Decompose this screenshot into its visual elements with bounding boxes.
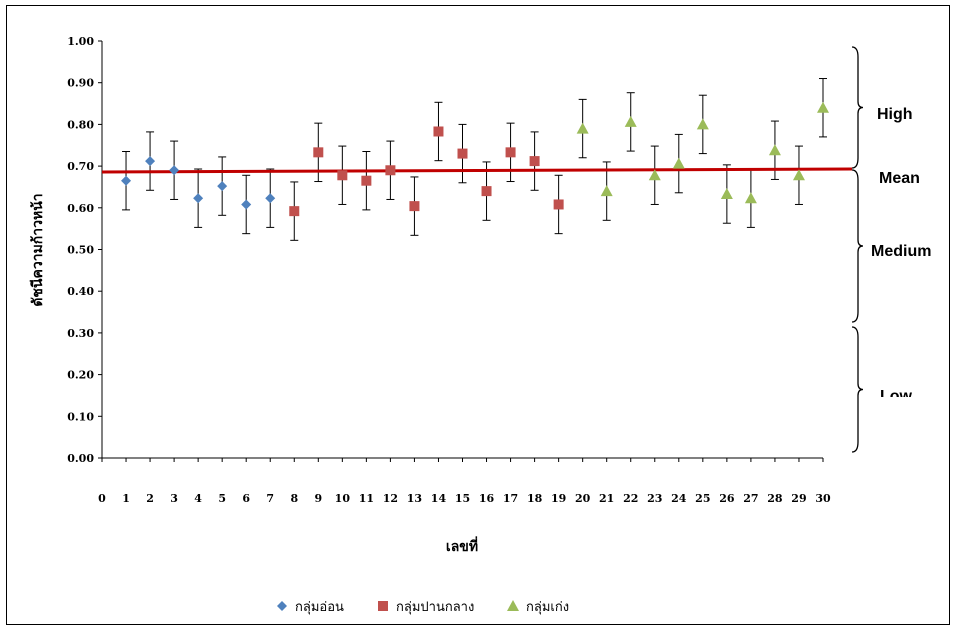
x-tick-label: 15	[455, 492, 470, 505]
band-label-medium: Medium	[871, 243, 931, 260]
axes-group	[98, 40, 824, 462]
x-tick-label: 30	[815, 492, 831, 505]
low-label-clip	[870, 397, 930, 411]
legend-label: กลุ่มปานกลาง	[396, 600, 474, 615]
x-tick-label: 19	[551, 492, 566, 505]
data-point	[337, 170, 348, 181]
data-point	[576, 122, 589, 134]
y-tick-label: 1.00	[67, 35, 94, 48]
data-point	[193, 193, 204, 204]
mean-line	[101, 167, 853, 174]
data-point	[241, 199, 252, 210]
brace-high	[851, 46, 864, 169]
x-tick-label: 23	[647, 492, 662, 505]
mean-line-group	[101, 167, 853, 174]
x-tick-label: 8	[290, 492, 298, 505]
data-point	[792, 169, 805, 181]
brace-medium	[851, 169, 864, 323]
x-tick-label: 10	[335, 492, 351, 505]
x-tick-label: 7	[266, 492, 274, 505]
data-point	[720, 188, 733, 200]
x-tick-label: 29	[791, 492, 806, 505]
brace-low	[851, 326, 864, 453]
y-tick-label: 0.20	[67, 369, 94, 382]
y-tick-label: 0.00	[67, 452, 94, 465]
legend-marker	[507, 600, 519, 611]
data-point	[433, 126, 444, 137]
data-point	[385, 165, 396, 176]
legend: กลุ่มอ่อน กลุ่มปานกลาง กลุ่มเก่ง	[277, 600, 569, 615]
x-axis-label: เลขที่	[446, 536, 478, 555]
data-point	[648, 169, 661, 181]
data-point	[313, 147, 324, 158]
x-tick-label: 16	[479, 492, 495, 505]
legend-label: กลุ่มเก่ง	[526, 600, 569, 615]
x-tick-label: 3	[170, 492, 178, 505]
y-tick-label: 0.70	[67, 160, 94, 173]
data-point	[744, 192, 757, 204]
x-tick-label: 25	[695, 492, 710, 505]
x-tick-label: 18	[527, 492, 543, 505]
data-point	[409, 201, 420, 212]
x-tick-label: 27	[743, 492, 758, 505]
legend-label: กลุ่มอ่อน	[295, 600, 344, 615]
y-tick-label: 0.60	[67, 202, 94, 215]
data-point	[217, 181, 228, 192]
data-points	[121, 101, 829, 217]
x-tick-label: 28	[767, 492, 783, 505]
legend-marker	[277, 601, 287, 611]
x-tick-label: 20	[575, 492, 591, 505]
x-tick-label: 6	[242, 492, 250, 505]
x-tick-label: 14	[431, 492, 447, 505]
x-tick-label: 17	[503, 492, 518, 505]
x-tick-label: 26	[719, 492, 735, 505]
y-tick-label: 0.30	[67, 327, 94, 340]
x-tick-label: 1	[122, 492, 130, 505]
y-tick-labels: 0.00 0.10 0.20 0.30 0.40 0.50 0.60 0.70 0.80 0.90…	[67, 35, 94, 465]
data-point	[505, 147, 516, 158]
legend-marker	[378, 601, 388, 611]
data-point	[696, 118, 709, 130]
error-bars	[122, 78, 827, 241]
y-tick-label: 0.10	[67, 410, 94, 423]
data-point	[457, 148, 468, 159]
y-tick-label: 0.50	[67, 244, 94, 257]
data-point	[817, 101, 829, 113]
y-tick-label: 0.40	[67, 285, 94, 298]
data-point	[672, 157, 685, 169]
x-tick-label: 5	[218, 492, 226, 505]
x-tick-labels: 0 1 2 3 4 5 6 7 8 9 10 11 12 13 14 15 16 17 18 19 20 21 22 23 24…	[98, 492, 831, 505]
data-point	[289, 206, 300, 217]
x-tick-label: 4	[194, 492, 202, 505]
x-tick-label: 11	[359, 492, 374, 505]
x-tick-label: 22	[623, 492, 638, 505]
y-tick-label: 0.80	[67, 118, 94, 131]
data-point	[265, 193, 276, 204]
data-point	[481, 186, 492, 197]
data-point	[145, 156, 156, 167]
data-point	[529, 156, 540, 167]
x-tick-label: 9	[314, 492, 322, 505]
data-point	[169, 165, 180, 176]
x-tick-label: 24	[671, 492, 687, 505]
data-point	[121, 175, 132, 186]
x-tick-label: 0	[98, 492, 106, 505]
band-label-high: High	[877, 106, 913, 123]
x-tick-label: 13	[407, 492, 422, 505]
data-point	[553, 199, 564, 210]
y-axis-label: ดัชนีความก้าวหน้า	[30, 193, 46, 306]
data-point	[361, 175, 372, 186]
band-label-mean: Mean	[879, 170, 920, 187]
x-tick-label: 21	[599, 492, 614, 505]
x-tick-label: 12	[383, 492, 398, 505]
data-point	[768, 144, 781, 156]
y-tick-label: 0.90	[67, 77, 94, 90]
data-point	[624, 115, 637, 127]
data-point	[600, 185, 613, 197]
chart-frame	[6, 5, 950, 625]
x-tick-label: 2	[146, 492, 154, 505]
